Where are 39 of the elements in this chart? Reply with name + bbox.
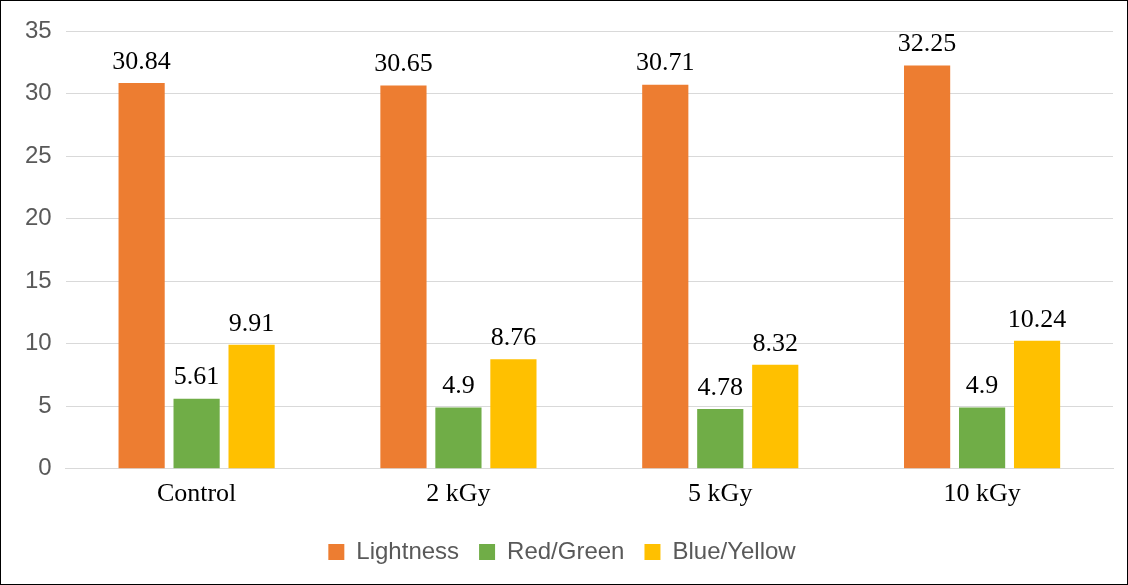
- data-label: 9.91: [228, 307, 275, 337]
- bar: [490, 359, 537, 469]
- data-label: 8.76: [490, 322, 537, 352]
- data-label: 5.61: [173, 361, 220, 391]
- x-tick-label: Control: [156, 478, 237, 508]
- bar: [380, 85, 427, 469]
- data-label: 4.9: [442, 370, 475, 400]
- data-label: 30.84: [112, 45, 171, 75]
- y-tick-label: 20: [24, 203, 52, 231]
- bar: [642, 84, 689, 469]
- data-label: 30.71: [636, 47, 695, 77]
- legend-label: Red/Green: [507, 536, 625, 564]
- x-tick-label: 10 kGy: [943, 478, 1021, 508]
- legend-label: Lightness: [356, 536, 460, 564]
- y-tick-label: 30: [24, 78, 52, 106]
- bar: [435, 407, 482, 469]
- bar: [228, 344, 275, 469]
- bar: [173, 398, 220, 469]
- x-tick-label: 5 kGy: [688, 478, 753, 508]
- data-label: 8.32: [752, 327, 798, 357]
- y-tick-label: 10: [24, 328, 52, 356]
- data-label: 4.78: [697, 371, 744, 401]
- bar: [697, 409, 744, 469]
- y-tick-label: 0: [38, 453, 52, 481]
- data-label: 10.24: [1007, 303, 1067, 333]
- data-label: 4.9: [965, 370, 999, 400]
- data-label: 30.65: [374, 48, 433, 78]
- y-tick-label: 35: [24, 15, 52, 43]
- y-tick-label: 5: [38, 390, 52, 418]
- y-tick-label: 25: [24, 140, 52, 168]
- x-tick-label: 2 kGy: [426, 478, 491, 508]
- y-tick-label: 15: [24, 265, 52, 293]
- data-label: 32.25: [897, 28, 957, 58]
- bar: [958, 407, 1006, 469]
- bar: [118, 83, 165, 469]
- bar: [1013, 340, 1061, 469]
- bar: [904, 65, 951, 469]
- bar: [752, 364, 799, 469]
- legend-label: Blue/Yellow: [672, 536, 797, 564]
